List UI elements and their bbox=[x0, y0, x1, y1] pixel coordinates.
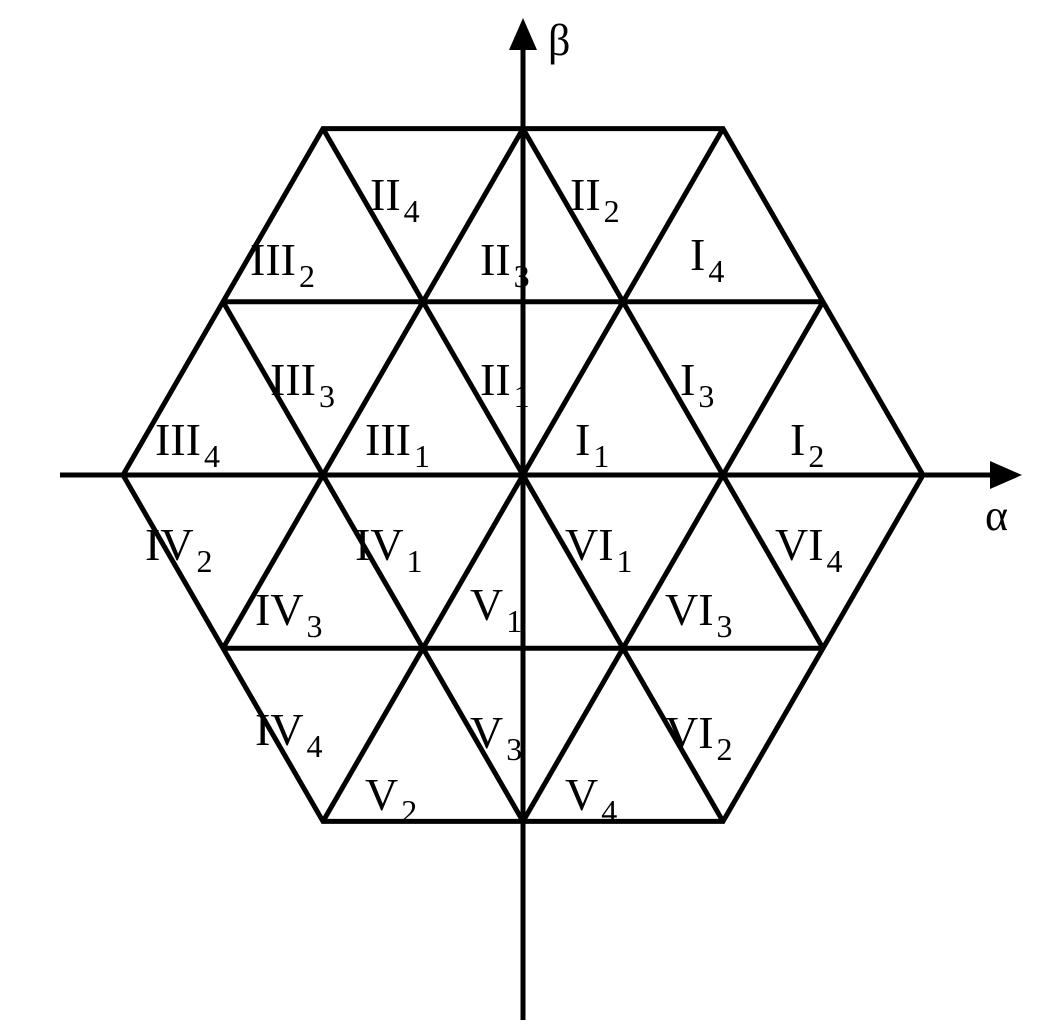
beta-axis-label: β bbox=[548, 16, 570, 65]
alpha-axis-label: α bbox=[985, 491, 1008, 540]
region-VI-2: VI2 bbox=[665, 707, 733, 767]
region-VI-3: VI3 bbox=[665, 584, 733, 644]
region-I-1: I1 bbox=[575, 414, 609, 474]
region-I-4: I4 bbox=[690, 229, 724, 289]
region-IV-1: IV1 bbox=[355, 519, 423, 579]
axes bbox=[60, 18, 1022, 1020]
region-V-1: V1 bbox=[470, 579, 522, 639]
axis-labels: βα bbox=[548, 16, 1008, 540]
region-III-2: III2 bbox=[250, 234, 315, 294]
svm-hexagon-diagram: I1I2I3I4II1II2II3II4III1III2III3III4IV1I… bbox=[0, 0, 1046, 1028]
region-VI-4: VI4 bbox=[775, 519, 843, 579]
region-IV-3: IV3 bbox=[255, 584, 323, 644]
region-III-1: III1 bbox=[365, 414, 430, 474]
region-III-4: III4 bbox=[155, 414, 220, 474]
region-V-3: V3 bbox=[470, 707, 522, 767]
region-I-2: I2 bbox=[790, 414, 824, 474]
region-IV-4: IV4 bbox=[255, 704, 323, 764]
